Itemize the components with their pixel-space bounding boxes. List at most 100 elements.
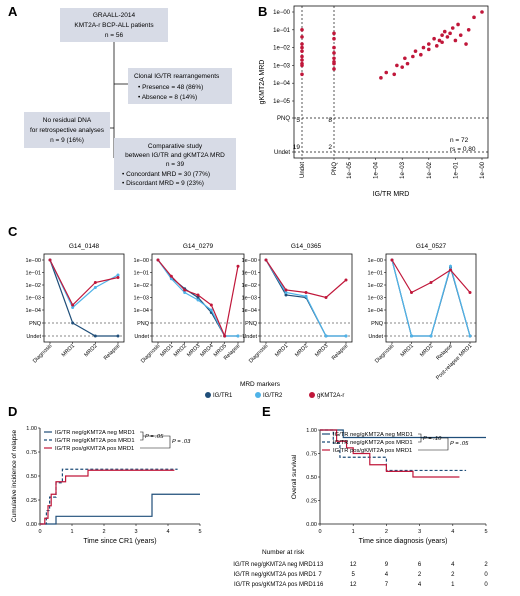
scatter-point: [384, 70, 389, 75]
subplot-3: G14_0527 1e−00 1e−01 1e−02 1e−03 1e−04 PNQ Unde…: [368, 243, 477, 381]
x-tick-label: 1e−05: [347, 161, 353, 179]
y-tick-label: PNQ: [277, 116, 290, 122]
x-tick-label: MRD1: [61, 343, 76, 358]
series-line-2: [49, 259, 119, 307]
series-point: [304, 294, 308, 298]
x-tick-label: 1e−04: [374, 161, 380, 179]
series-point: [264, 258, 268, 262]
risk-count: 13: [317, 562, 324, 568]
subplot-1: G14_0279 1e−00 1e−01 1e−02 1e−03 1e−04 PNQ Unde…: [134, 243, 245, 364]
scatter-chart-mrd: Undet PNQ 1e−05 1e−04 1e−03 1e−02 1e−01 1e−00 Un…: [259, 5, 489, 198]
scatter-point: [427, 47, 431, 52]
y-tick-label: 1e−04: [26, 308, 41, 314]
series-point: [429, 334, 433, 338]
y-tick-label: 1e−00: [368, 258, 383, 264]
scatter-point: [419, 52, 423, 57]
scatter-point: [448, 31, 452, 36]
x-tick-label: Diagnosis: [374, 343, 395, 364]
subplot-2: G14_0365 1e−00 1e−01 1e−02 1e−03 1e−04 PNQ Unde…: [242, 243, 353, 364]
scatter-point: [300, 61, 304, 66]
panel-d: D 0.00 0.25 0.50 0.75 1.00 0 1 2 3 4 5 Time since C…: [8, 404, 202, 545]
x-tick-label: Undet: [300, 162, 306, 178]
x-tick-label: MRD3: [314, 343, 329, 358]
scatter-point: [395, 63, 399, 68]
scatter-point: [434, 44, 439, 48]
scatter-point: [332, 31, 336, 36]
scatter-point: [464, 42, 468, 46]
scatter-point: [300, 28, 304, 32]
scatter-point: [437, 38, 442, 43]
risk-count: 4: [418, 582, 422, 588]
series-point: [93, 286, 97, 289]
scatter-point: [300, 72, 304, 77]
legend-label: IG/TR neg/gKMT2A neg MRD1: [333, 432, 413, 438]
x-tick-label: 4: [451, 529, 454, 535]
box4-line5: • Discordant MRD = 9 (23%): [122, 180, 204, 187]
series-point: [284, 288, 288, 292]
series-point: [209, 308, 213, 312]
x-tick-label: MRD4: [199, 343, 214, 358]
flow-box-rearrangements: [128, 68, 232, 104]
risk-row-label: IG/TR neg/gKMT2A neg MRD1: [233, 562, 316, 568]
scatter-point: [466, 28, 471, 32]
x-tick-label: 1e−02: [427, 161, 433, 179]
y-tick-label: PNQ: [371, 321, 384, 327]
risk-count: 12: [350, 582, 357, 588]
series-point: [304, 291, 308, 294]
box3-line2: for retrospective analyses: [30, 127, 105, 134]
scatter-point: [403, 56, 407, 61]
series-point: [93, 334, 97, 338]
y-tick-label: Undet: [134, 334, 149, 340]
x-tick-label: MRD1: [159, 343, 174, 358]
count-undet-pnq: 5: [296, 117, 300, 124]
x-tick-label: 5: [198, 529, 201, 535]
y-axis-title: gKMT2A MRD: [259, 60, 266, 105]
panel-a-label: A: [8, 4, 18, 19]
risk-count: 0: [484, 572, 488, 578]
series-point: [156, 258, 160, 262]
series-point: [209, 303, 213, 307]
risk-count: 7: [385, 582, 389, 588]
series-line-1: [391, 259, 471, 337]
scatter-point: [300, 45, 304, 50]
risk-count: 2: [484, 562, 488, 568]
overall-survival-chart: 0.00 0.25 0.50 0.75 1.00 0 1 2 3 4 5 Time since dia…: [291, 428, 488, 545]
box3-line1: No residual DNA: [43, 117, 92, 124]
y-tick-label: PNQ: [29, 321, 42, 327]
y-axis-title: Cumulative incidence of relapse: [11, 430, 18, 523]
scatter-point: [432, 36, 436, 41]
box2-line2: • Presence = 48 (86%): [138, 84, 203, 91]
x-axis-title: Time since CR1 (years): [83, 538, 156, 545]
panel-b-label: B: [258, 4, 267, 19]
series-point: [116, 273, 120, 277]
x-tick-label: Diagnosis: [32, 343, 53, 364]
rs-annotation: rs = 0.80: [450, 146, 476, 153]
legend-label: IG/TR neg/gKMT2A pos MRD1: [333, 440, 413, 446]
series-point: [183, 291, 187, 294]
x-tick-label: 3: [418, 529, 421, 535]
series-point: [116, 276, 120, 279]
risk-row-label: IG/TR neg/gKMT2A pos MRD1: [234, 572, 317, 578]
series-point: [344, 334, 348, 338]
panel-a: A GRAALL-2014 KMT2A-r BCP-ALL patients n…: [8, 4, 236, 190]
y-tick-label: 0.75: [26, 450, 37, 456]
x-tick-label: 1: [70, 529, 73, 535]
subplot-title: G14_0527: [416, 243, 447, 250]
legend-marker-0: [205, 392, 211, 398]
box1-line2: KMT2A-r BCP-ALL patients: [74, 22, 154, 29]
box2-line3: • Absence = 8 (14%): [138, 94, 197, 101]
scatter-point: [440, 33, 444, 37]
plot-frame: [293, 5, 489, 159]
subplot-title: G14_0365: [291, 243, 322, 250]
count-undet-undet: 19: [293, 144, 301, 151]
y-tick-label: 0.25: [26, 498, 37, 504]
km-curve-2: [40, 469, 175, 525]
box1-line3: n = 56: [105, 32, 124, 39]
series-point: [48, 258, 52, 262]
x-tick-label: MRD1: [274, 343, 289, 358]
x-axis-title: IG/TR MRD: [373, 191, 410, 198]
risk-count: 2: [451, 572, 455, 578]
series-point: [468, 334, 472, 338]
series-point: [324, 296, 328, 299]
